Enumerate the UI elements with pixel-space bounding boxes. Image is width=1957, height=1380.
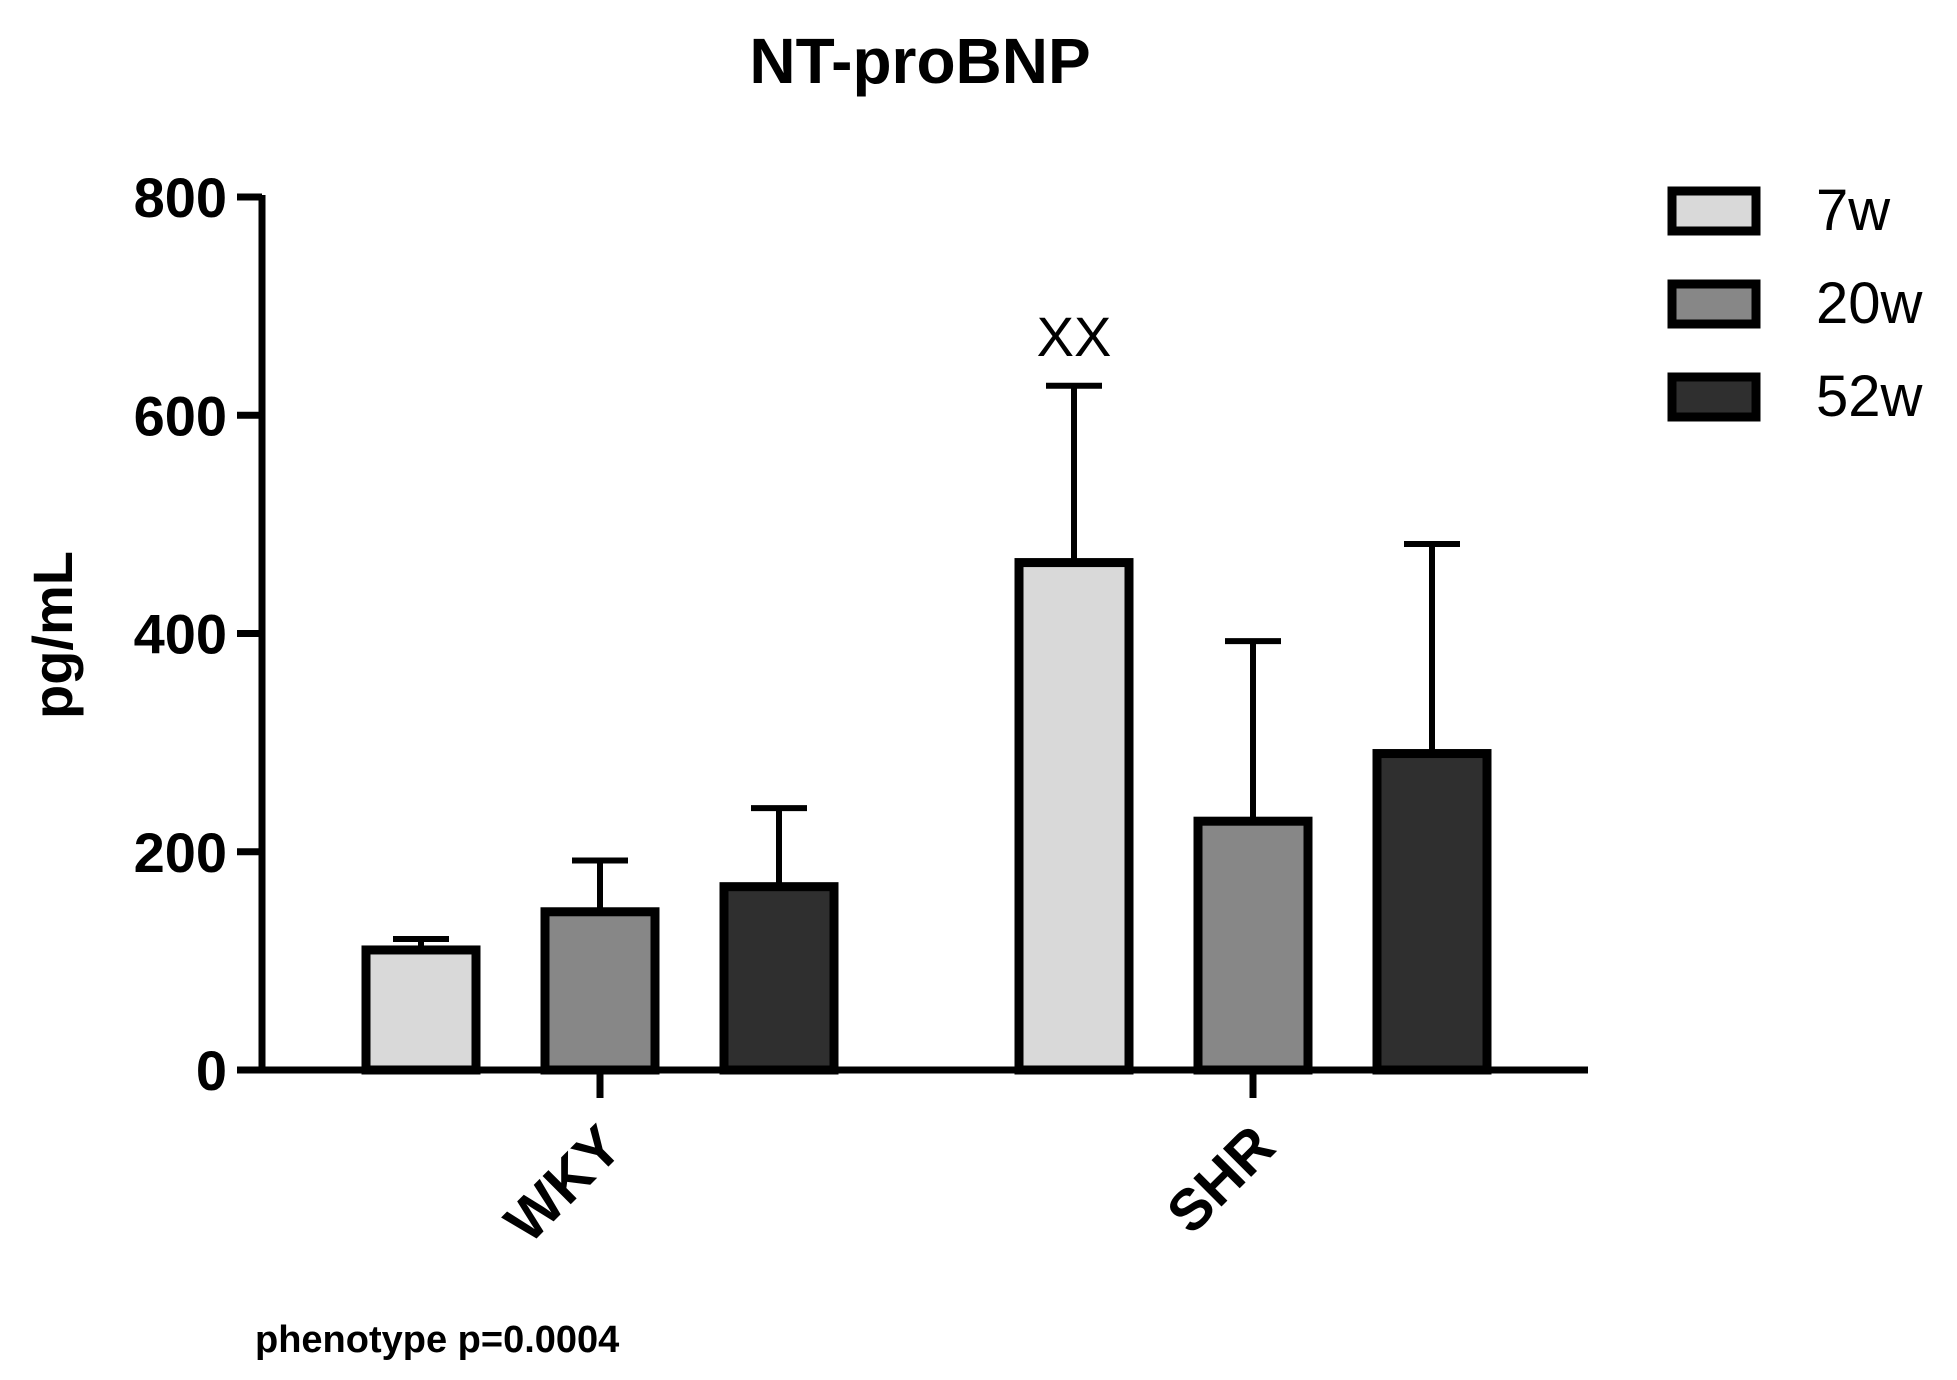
bar-shr-20w (1193, 816, 1313, 1075)
footnote: phenotype p=0.0004 (255, 1319, 619, 1361)
y-tick-label-600: 600 (134, 384, 227, 447)
x-tick-label-shr: SHR (1155, 1113, 1288, 1246)
y-axis-ticks: 0 200 400 600 800 (134, 166, 262, 1102)
chart-title: NT-proBNP (749, 25, 1090, 97)
y-tick-label-400: 400 (134, 603, 227, 666)
bar-shr-7w (1014, 558, 1134, 1075)
bar-wky-7w (361, 945, 481, 1075)
y-tick-label-800: 800 (134, 166, 227, 229)
annotation-xx: XX (1037, 305, 1112, 368)
x-tick-label-wky: WKY (493, 1113, 635, 1255)
legend-label-52w: 52w (1816, 364, 1924, 429)
legend-swatch-7w (1667, 186, 1761, 236)
legend-label-7w: 7w (1816, 178, 1891, 243)
bars (361, 558, 1492, 1075)
annotations: XX (1037, 305, 1112, 368)
legend-label-20w: 20w (1816, 271, 1924, 336)
y-axis-label: pg/mL (21, 551, 84, 719)
bar-wky-52w (719, 882, 839, 1075)
legend: 7w 20w 52w (1667, 178, 1924, 429)
error-bars (393, 382, 1460, 950)
bar-wky-20w (540, 907, 660, 1075)
x-axis-ticks: WKY SHR (493, 1070, 1288, 1255)
bar-shr-52w (1372, 749, 1492, 1075)
y-tick-label-200: 200 (134, 821, 227, 884)
legend-swatch-52w (1667, 372, 1761, 422)
legend-swatch-20w (1667, 279, 1761, 329)
y-tick-label-0: 0 (196, 1039, 227, 1102)
